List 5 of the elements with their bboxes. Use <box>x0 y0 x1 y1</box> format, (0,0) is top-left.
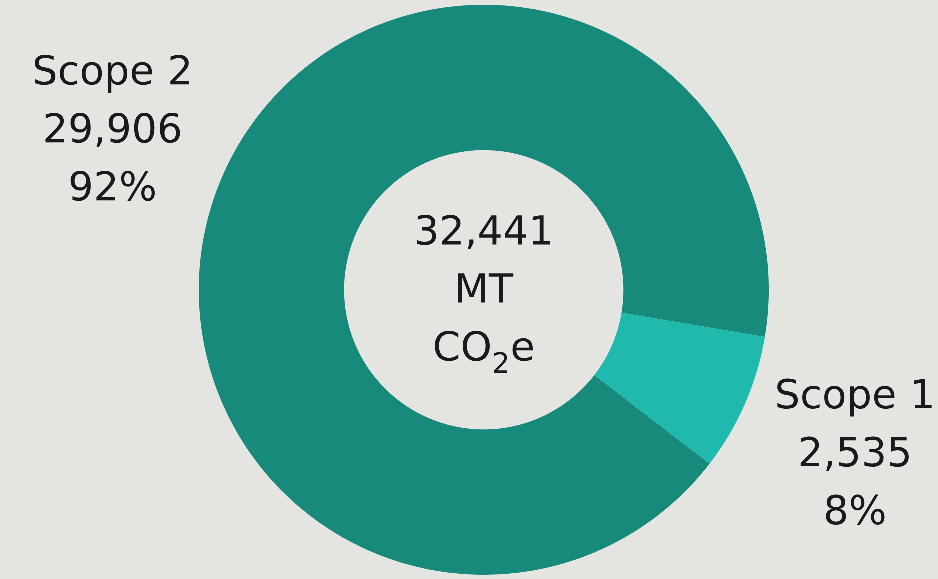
slice-label: Scope 1 <box>778 378 932 417</box>
data-label: 2,535 8% <box>800 436 909 526</box>
data-label: 29,906 92% <box>46 112 180 202</box>
text: 32,441 MT CO$_{2}$e <box>417 215 550 373</box>
slice-label: Scope 2 <box>35 54 190 93</box>
